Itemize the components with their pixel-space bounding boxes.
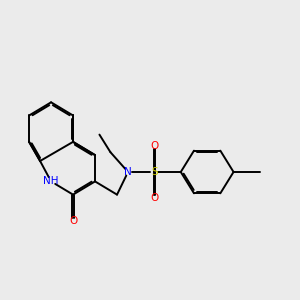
Text: O: O (150, 141, 158, 151)
Text: NH: NH (43, 176, 59, 186)
Text: O: O (69, 216, 77, 226)
Text: N: N (124, 167, 132, 177)
Text: O: O (150, 194, 158, 203)
Text: S: S (151, 167, 158, 177)
